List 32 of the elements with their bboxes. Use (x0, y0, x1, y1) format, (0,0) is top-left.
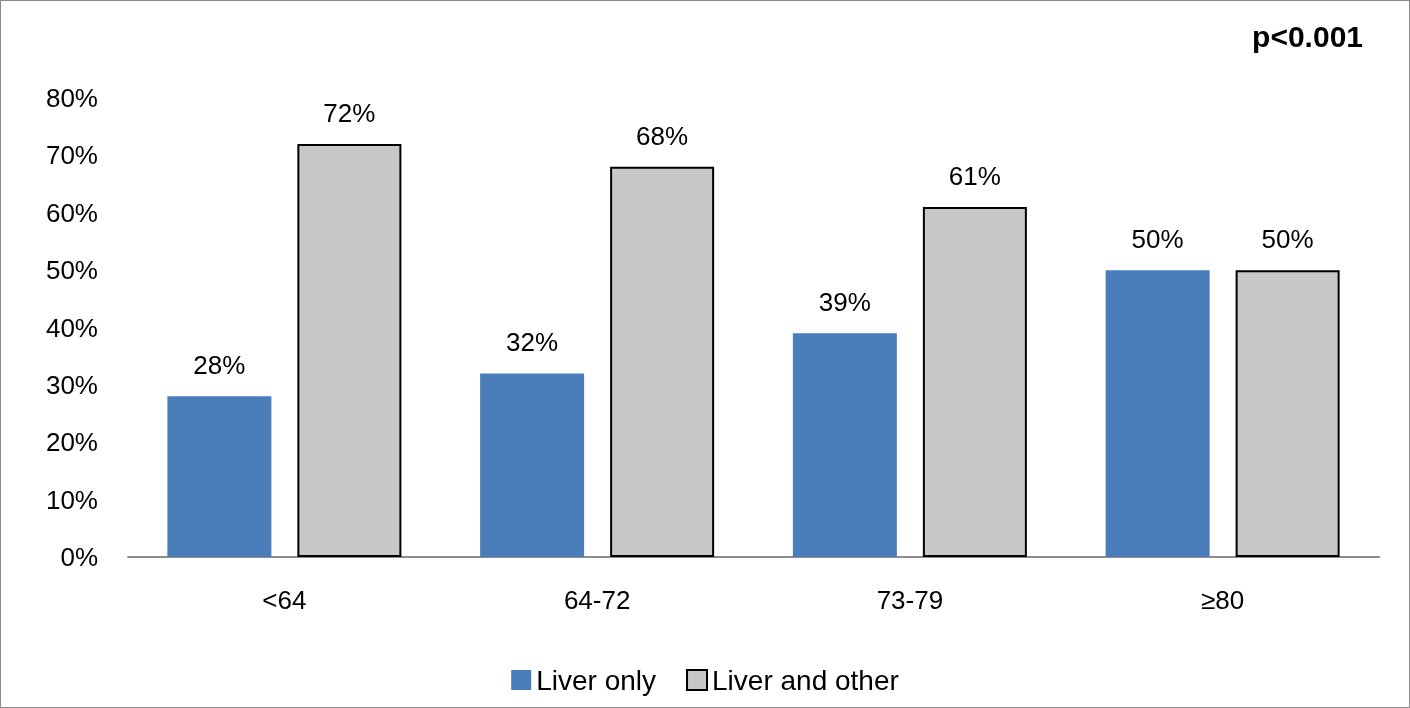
data-label: 39% (818, 287, 871, 318)
bar (1235, 270, 1340, 557)
text: p<0.001 (1252, 19, 1363, 53)
bar (610, 166, 715, 557)
bar (297, 143, 402, 557)
bar (922, 207, 1027, 557)
y-tick-label: 30% (45, 369, 98, 400)
x-tick-label: 73-79 (876, 585, 944, 615)
y-tick-label: 80% (45, 83, 98, 113)
x-tick-label: <64 (262, 585, 307, 615)
data-label: 28% (193, 350, 246, 381)
data-label: 72% (323, 97, 376, 128)
y-tick-label: 0% (60, 542, 98, 572)
data-label: 50% (1261, 224, 1314, 255)
y-tick-label: 60% (45, 197, 98, 228)
y-tick-label: 40% (45, 312, 98, 343)
bar (480, 373, 585, 557)
y-tick-label: 10% (45, 484, 98, 515)
legend-label: Liver only (536, 664, 657, 696)
data-label: 32% (506, 327, 559, 358)
legend-label: Liver and other (712, 664, 899, 696)
bar (1105, 270, 1210, 557)
data-label: 61% (948, 161, 1001, 192)
x-tick-label: ≥80 (1201, 585, 1245, 615)
y-tick-label: 20% (45, 427, 98, 458)
y-tick-label: 70% (45, 140, 98, 171)
bar (167, 396, 272, 557)
x-tick-label: 64-72 (563, 585, 631, 615)
data-label: 50% (1131, 224, 1184, 255)
data-label: 68% (636, 120, 689, 151)
bar (792, 333, 897, 557)
y-tick-label: 50% (45, 255, 98, 286)
